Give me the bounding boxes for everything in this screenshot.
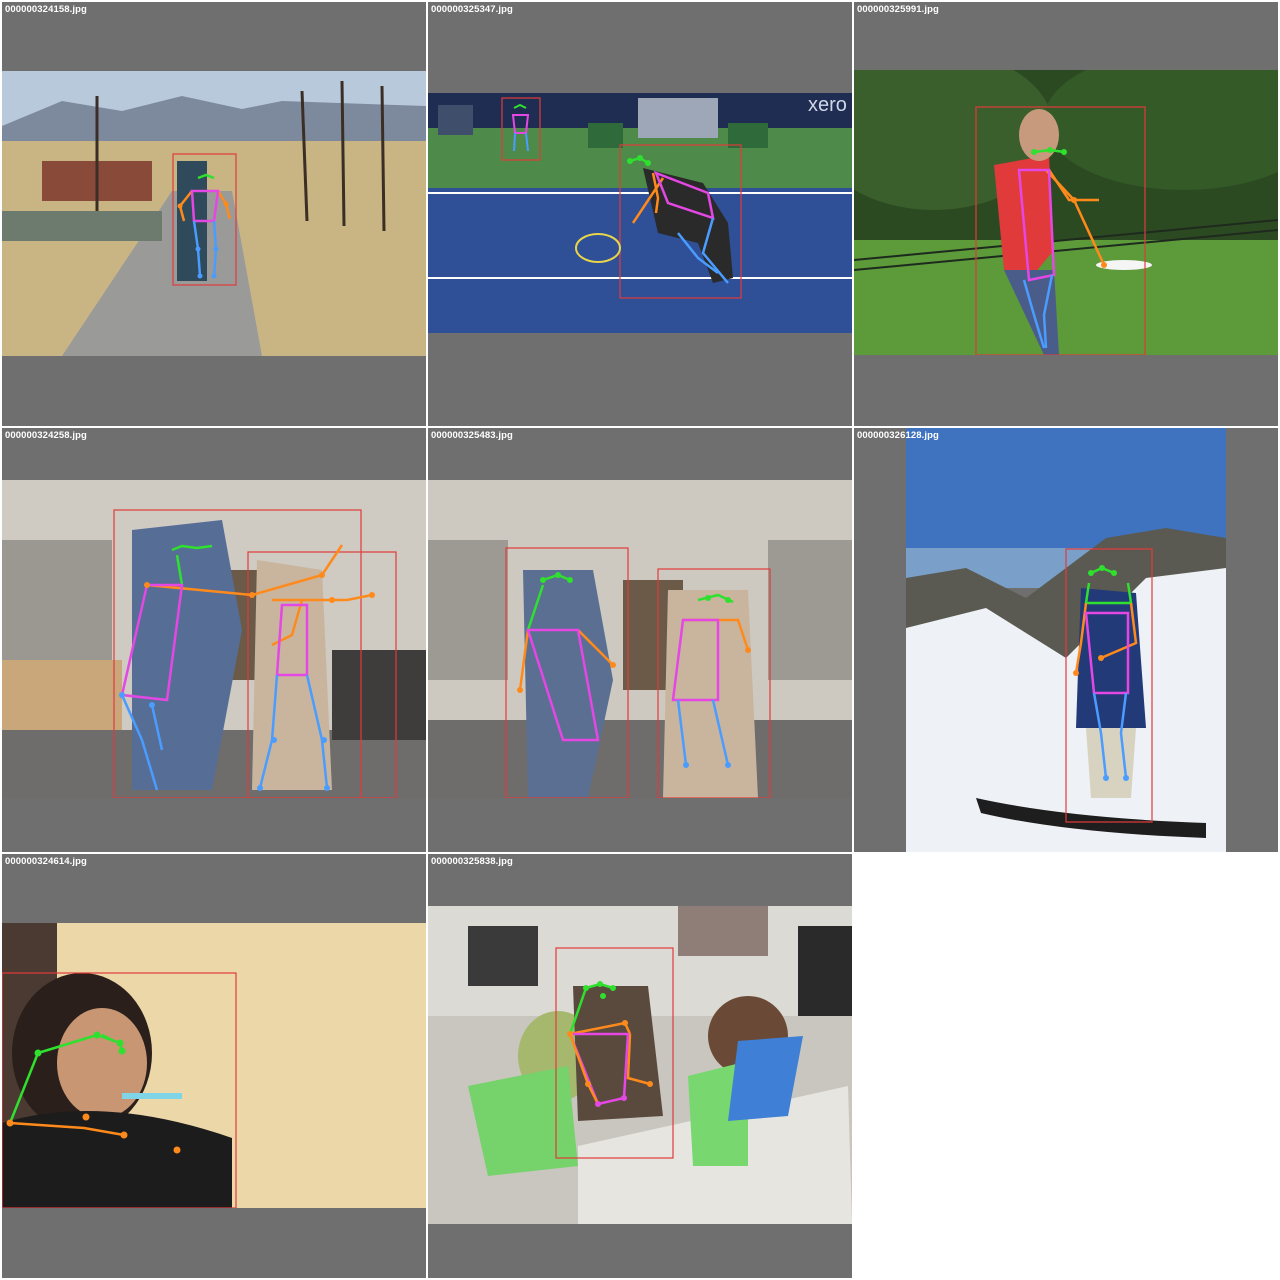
tile-filename: 000000325991.jpg — [857, 4, 939, 15]
empty-grid-slot — [854, 854, 1278, 1278]
grid-tile-6: 000000326128.jpg — [854, 428, 1278, 852]
tennis-scene: xero — [428, 93, 852, 333]
grid-tile-2: 000000325347.jpg xero — [428, 2, 852, 426]
tile-image — [2, 480, 426, 798]
wii-living-room-scene — [2, 480, 426, 798]
tile-filename: 000000324158.jpg — [5, 4, 87, 15]
skateboarder-scene — [2, 71, 426, 356]
tile-filename: 000000324614.jpg — [5, 856, 87, 867]
brushing-teeth-scene — [2, 923, 426, 1208]
tile-image — [2, 71, 426, 356]
frisbee-scene — [854, 70, 1278, 355]
tile-filename: 000000326128.jpg — [857, 430, 939, 441]
tile-image — [906, 428, 1226, 852]
svg-text:xero: xero — [808, 94, 847, 116]
snowboarder-scene — [906, 428, 1226, 852]
grid-tile-8: 000000325838.jpg — [428, 854, 852, 1278]
tile-filename: 000000325483.jpg — [431, 430, 513, 441]
desk-laptops-scene — [428, 906, 852, 1224]
grid-tile-1: 000000324158.jpg — [2, 2, 426, 426]
tile-image — [428, 480, 852, 798]
grid-tile-5: 000000325483.jpg — [428, 428, 852, 852]
tile-filename: 000000325838.jpg — [431, 856, 513, 867]
tile-image: xero — [428, 93, 852, 333]
grid-tile-4: 000000324258.jpg — [2, 428, 426, 852]
tile-filename: 000000324258.jpg — [5, 430, 87, 441]
tile-image — [2, 923, 426, 1208]
grid-tile-3: 000000325991.jpg — [854, 2, 1278, 426]
tile-image — [854, 70, 1278, 355]
wii-living-room-scene-2 — [428, 480, 852, 798]
tile-filename: 000000325347.jpg — [431, 4, 513, 15]
grid-tile-7: 000000324614.jpg — [2, 854, 426, 1278]
tile-image — [428, 906, 852, 1224]
